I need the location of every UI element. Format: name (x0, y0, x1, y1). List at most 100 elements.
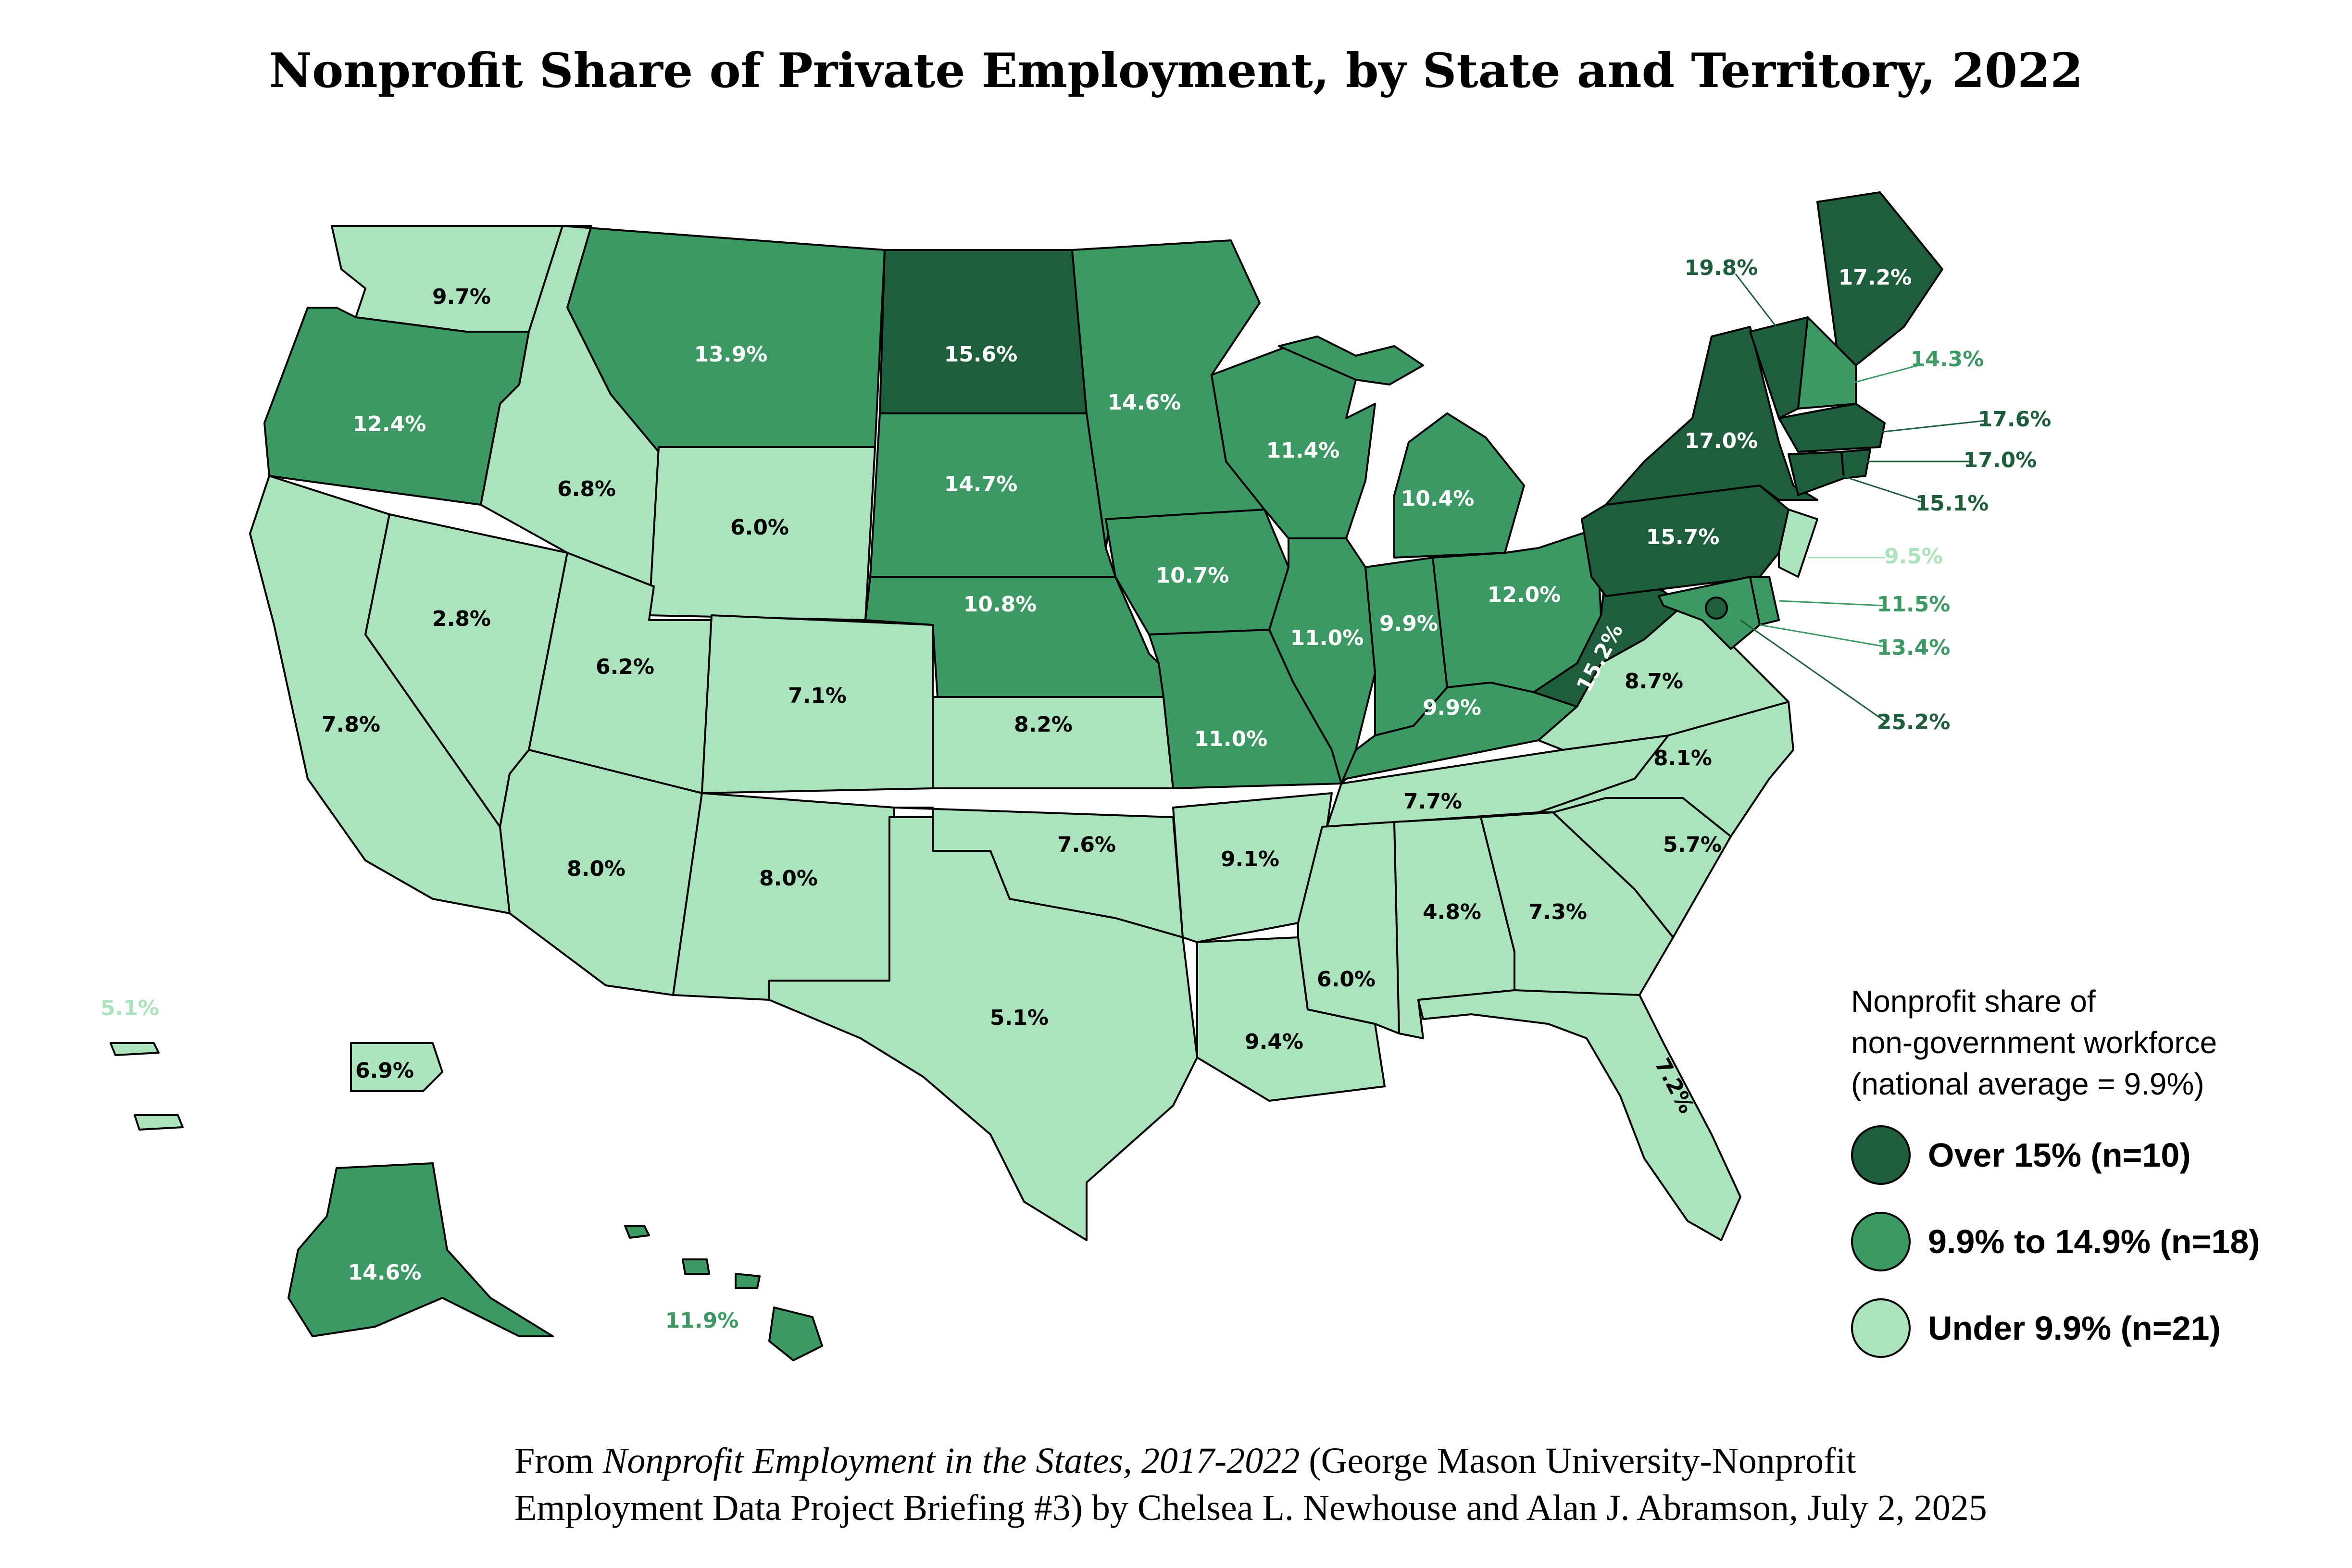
source-line-2: Employment Data Project Briefing #3) by … (514, 1488, 1987, 1528)
state-pr (350, 1042, 443, 1092)
legend-swatch (1851, 1212, 1911, 1271)
state-ma (1778, 403, 1886, 453)
legend-title-line: (national average = 9.9%) (1851, 1067, 2204, 1101)
state-label-vt: 19.8% (1685, 256, 1758, 280)
source-report-title: Nonprofit Employment in the States, 2017… (602, 1441, 1300, 1481)
state-nd (879, 249, 1088, 414)
state-ct (1788, 451, 1845, 496)
state-label-or: 12.4% (353, 412, 426, 436)
state-label-il: 11.0% (1290, 626, 1364, 650)
state-label-az: 8.0% (567, 857, 626, 881)
state-label-ks: 8.2% (1014, 712, 1073, 737)
state-fl (1417, 989, 1741, 1241)
state-label-la: 9.4% (1245, 1030, 1303, 1054)
state-ks (932, 696, 1174, 789)
state-nm (672, 792, 895, 1001)
leader-line-ma (1875, 420, 1986, 434)
legend-item-under: Under 9.9% (n=21) (1851, 1297, 2332, 1359)
state-label-tn: 7.7% (1403, 789, 1462, 814)
legend-item-over-15: Over 15% (n=10) (1851, 1124, 2332, 1186)
state-label-dc: 25.2% (1877, 710, 1951, 734)
state-dc-marker (1705, 597, 1728, 620)
state-label-pr: 6.9% (355, 1058, 414, 1083)
state-nc (1538, 701, 1794, 837)
state-label-oh: 12.0% (1488, 583, 1561, 607)
legend-label: Over 15% (n=10) (1928, 1136, 2191, 1174)
legend-title: Nonprofit share of non-government workfo… (1851, 981, 2332, 1105)
state-label-ok: 7.6% (1057, 833, 1116, 857)
state-label-md: 13.4% (1877, 635, 1951, 660)
state-label-ca: 7.8% (322, 712, 380, 737)
state-label-mi: 10.4% (1401, 486, 1475, 511)
state-label-tx: 5.1% (990, 1006, 1049, 1030)
state-label-de: 11.5% (1877, 592, 1951, 617)
state-label-ia: 10.7% (1156, 563, 1229, 588)
state-ri (1840, 448, 1871, 479)
state-label-mo: 11.0% (1194, 727, 1268, 751)
state-label-nv: 2.8% (432, 607, 491, 631)
state-label-sd: 14.7% (944, 472, 1018, 497)
state-label-nj: 9.5% (1884, 544, 1943, 569)
state-label-ms: 6.0% (1317, 967, 1376, 992)
state-label-in: 9.9% (1379, 611, 1438, 636)
legend-title-line: Nonprofit share of (1851, 984, 2096, 1019)
state-label-wi: 11.4% (1266, 438, 1340, 463)
state-label-va: 8.7% (1625, 669, 1683, 694)
state-label-ky: 9.9% (1423, 696, 1481, 720)
state-label-ny: 17.0% (1685, 429, 1758, 453)
leader-line-vt (1735, 274, 1785, 337)
state-label-mn: 14.6% (1108, 390, 1181, 415)
state-label-ct: 15.1% (1915, 491, 1989, 516)
state-label-ma: 17.6% (1978, 407, 2052, 432)
state-tx (768, 816, 1198, 1241)
state-mi (1278, 336, 1525, 559)
legend-label: Under 9.9% (n=21) (1928, 1309, 2221, 1347)
state-wv (1533, 528, 1684, 708)
state-label-id: 6.8% (557, 477, 616, 501)
legend-swatch (1851, 1298, 1911, 1358)
state-label-me: 17.2% (1839, 265, 1912, 290)
state-label-nh: 14.3% (1911, 347, 1984, 372)
state-label-sc: 5.7% (1663, 833, 1722, 857)
state-label-co: 7.1% (788, 684, 847, 708)
leader-line-nh (1846, 364, 1919, 386)
source-citation: From Nonprofit Employment in the States,… (514, 1437, 2322, 1531)
state-label-nm: 8.0% (759, 866, 818, 891)
state-nj (1778, 509, 1818, 578)
state-ak (288, 1162, 554, 1337)
state-label-ne: 10.8% (963, 592, 1037, 617)
state-label-nc: 8.1% (1653, 746, 1712, 771)
legend: Nonprofit share of non-government workfo… (1851, 981, 2332, 1383)
source-prefix: From (514, 1441, 603, 1481)
state-vi (110, 1042, 184, 1131)
state-label-ar: 9.1% (1221, 847, 1279, 871)
state-label-ut: 6.2% (596, 655, 654, 679)
leader-line-dc (1740, 619, 1885, 722)
state-nh (1797, 316, 1857, 410)
legend-swatch (1851, 1125, 1911, 1185)
legend-title-line: non-government workforce (1851, 1025, 2217, 1060)
state-label-mt: 13.9% (694, 342, 768, 367)
state-label-nd: 15.6% (944, 342, 1018, 367)
state-label-hi: 11.9% (665, 1308, 739, 1333)
map-title: Nonprofit Share of Private Employment, b… (269, 43, 2083, 99)
state-label-wy: 6.0% (730, 515, 789, 540)
state-label-ak: 14.6% (348, 1260, 422, 1285)
legend-label: 9.9% to 14.9% (n=18) (1928, 1223, 2260, 1260)
source-line-1-rest: (George Mason University-Nonprofit (1300, 1441, 1856, 1481)
leader-line-de (1778, 600, 1885, 607)
state-label-al: 4.8% (1423, 900, 1481, 924)
leader-line-ct (1827, 470, 1924, 503)
source-line-1: From Nonprofit Employment in the States,… (514, 1437, 2322, 1484)
state-hi (624, 1225, 823, 1361)
state-label-pa: 15.7% (1646, 525, 1720, 549)
state-label-ga: 7.3% (1528, 900, 1587, 924)
state-label-ri: 17.0% (1964, 448, 2037, 473)
leader-line-md (1759, 624, 1885, 647)
state-label-wa: 9.7% (432, 285, 491, 309)
state-wa (331, 225, 563, 333)
state-label-vi: 5.1% (100, 996, 159, 1020)
state-ny (1605, 326, 1818, 506)
legend-item-mid: 9.9% to 14.9% (n=18) (1851, 1210, 2332, 1273)
